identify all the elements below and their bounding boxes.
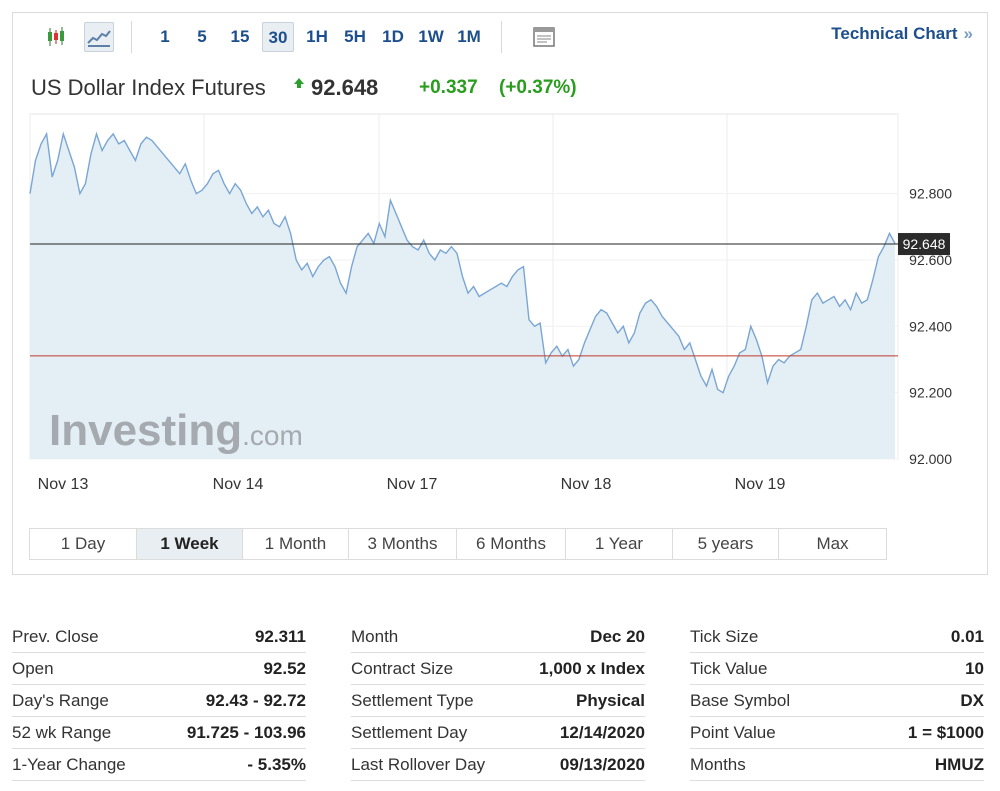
stat-label: Contract Size	[351, 659, 454, 678]
chart-widget: 1 5 15 30 1H 5H 1D 1W 1M Technical Chart…	[12, 12, 988, 575]
stats-column-3: Tick Size 0.01 Tick Value 10 Base Symbol DX Po…	[690, 621, 984, 781]
last-price: 92.648	[311, 75, 379, 100]
stat-row: Open 92.52	[12, 653, 306, 685]
stat-row: Settlement Type Physical	[351, 685, 645, 717]
y-tick-label: 92.600	[909, 252, 952, 268]
stat-row: Base Symbol DX	[690, 685, 984, 717]
instrument-name: US Dollar Index Futures	[31, 75, 266, 100]
price-change-percent: (+0.37%)	[499, 77, 577, 98]
layout-icon[interactable]	[529, 22, 559, 52]
x-tick-label: Nov 14	[213, 476, 264, 493]
stat-label: 52 wk Range	[12, 723, 112, 742]
up-arrow-icon	[293, 77, 305, 92]
stat-label: Month	[351, 627, 399, 646]
double-chevron-right-icon: »	[963, 24, 973, 43]
stat-label: Months	[690, 755, 746, 774]
watermark-text: Investing.com	[49, 406, 303, 455]
price-line	[29, 131, 896, 394]
stat-value: Physical	[576, 691, 645, 710]
stat-label: Prev. Close	[12, 627, 99, 646]
current-price-label: 92.648	[903, 236, 946, 252]
stat-row: Contract Size 1,000 x Index	[351, 653, 645, 685]
stat-label: Last Rollover Day	[351, 755, 486, 774]
stat-value: 0.01	[950, 627, 984, 646]
stat-value: Dec 20	[590, 627, 645, 646]
range-tab[interactable]: 6 Months	[457, 529, 566, 559]
x-tick-label: Nov 18	[561, 476, 612, 493]
range-tab[interactable]: Max	[816, 534, 849, 553]
stat-row: Last Rollover Day 09/13/2020	[351, 749, 645, 781]
stat-row: Tick Value 10	[690, 653, 984, 685]
stat-value: DX	[960, 691, 984, 710]
y-tick-label: 92.200	[909, 385, 952, 401]
stat-value: 92.43 - 92.72	[205, 691, 306, 710]
stats-column-2: Month Dec 20 Contract Size 1,000 x Index Set…	[351, 621, 645, 781]
stat-row: Prev. Close 92.311	[12, 621, 306, 653]
stat-row: Month Dec 20	[351, 621, 645, 653]
stat-value: 92.311	[254, 627, 306, 646]
interval-1m[interactable]: 1M	[457, 27, 481, 46]
candlestick-chart-icon[interactable]	[41, 22, 71, 52]
stat-row: 52 wk Range 91.725 - 103.96	[12, 717, 306, 749]
stat-value: 09/13/2020	[559, 755, 645, 774]
interval-5h[interactable]: 5H	[344, 27, 366, 46]
chart-toolbar: 1 5 15 30 1H 5H 1D 1W 1M Technical Chart…	[13, 13, 987, 61]
interval-1min[interactable]: 1	[160, 27, 170, 46]
stat-value: 10	[965, 659, 984, 678]
stat-row: 1-Year Change - 5.35%	[12, 749, 306, 781]
stat-value: 1 = $1000	[907, 723, 984, 742]
technical-chart-link[interactable]: Technical Chart »	[831, 24, 973, 44]
stat-label: Tick Size	[690, 627, 759, 646]
price-change: +0.337	[419, 77, 478, 98]
toolbar-divider	[501, 21, 502, 53]
stat-label: Day's Range	[12, 691, 109, 710]
stat-label: Point Value	[690, 723, 776, 742]
toolbar-divider	[131, 21, 132, 53]
price-chart[interactable]: 92.800 92.600 92.400 92.200 92.000 Nov 13 Nov …	[13, 13, 987, 513]
stat-row: Months HMUZ	[690, 749, 984, 781]
stats-column-1: Prev. Close 92.311 Open 92.52 Day's Range 92.…	[12, 621, 306, 781]
stat-value: 12/14/2020	[559, 723, 645, 742]
stat-row: Settlement Day 12/14/2020	[351, 717, 645, 749]
contract-stats: Prev. Close 92.311 Open 92.52 Day's Range 92.…	[12, 621, 988, 781]
interval-15min[interactable]: 15	[230, 27, 250, 46]
range-tab[interactable]: 3 Months	[349, 529, 457, 559]
x-tick-label: Nov 19	[735, 476, 786, 493]
stat-row: Point Value 1 = $1000	[690, 717, 984, 749]
x-tick-label: Nov 17	[387, 476, 438, 493]
stat-label: Settlement Type	[351, 691, 474, 710]
interval-5min[interactable]: 5	[197, 27, 207, 46]
range-tab[interactable]: 1 Year	[566, 529, 673, 559]
stat-label: Settlement Day	[351, 723, 468, 742]
current-price-badge	[898, 233, 950, 256]
investing-watermark: Investing.com	[49, 406, 303, 455]
technical-chart-label: Technical Chart	[831, 24, 958, 43]
range-tab[interactable]: 1 Month	[243, 529, 349, 559]
x-tick-label: Nov 13	[38, 476, 89, 493]
y-tick-label: 92.800	[909, 186, 952, 202]
stat-label: Tick Value	[690, 659, 768, 678]
price-area-fill	[30, 133, 895, 459]
range-tab[interactable]: 1 Week	[137, 529, 243, 559]
stat-value: 1,000 x Index	[539, 659, 645, 678]
interval-1d[interactable]: 1D	[382, 27, 404, 46]
stat-label: 1-Year Change	[12, 755, 126, 774]
range-tab[interactable]: 1 Day	[30, 529, 137, 559]
range-tab[interactable]: 5 years	[673, 529, 779, 559]
range-tabs: 1 Day 1 Week 1 Month 3 Months 6 Months 1 Year…	[29, 528, 887, 560]
y-tick-label: 92.000	[909, 451, 952, 467]
stat-label: Base Symbol	[690, 691, 791, 710]
stat-value: 92.52	[263, 659, 306, 678]
stat-row: Day's Range 92.43 - 92.72	[12, 685, 306, 717]
stat-row: Tick Size 0.01	[690, 621, 984, 653]
interval-1w[interactable]: 1W	[418, 27, 444, 46]
stat-value: - 5.35%	[247, 755, 306, 774]
interval-1h[interactable]: 1H	[306, 27, 328, 46]
stat-value: HMUZ	[934, 755, 984, 774]
stat-value: 91.725 - 103.96	[186, 723, 306, 742]
interval-30min[interactable]: 30	[262, 22, 294, 52]
stat-label: Open	[12, 659, 54, 678]
y-tick-label: 92.400	[909, 318, 952, 334]
line-chart-icon[interactable]	[84, 22, 114, 52]
